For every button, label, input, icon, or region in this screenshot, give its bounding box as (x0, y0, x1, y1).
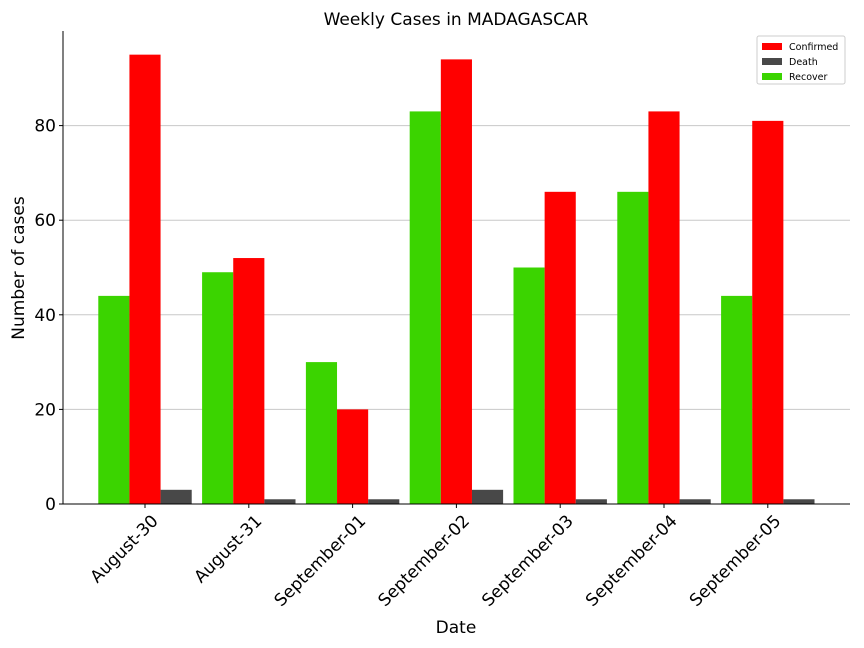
bar-death-4 (575, 499, 607, 504)
legend-swatch-confirmed (762, 43, 782, 50)
x-axis-label: Date (436, 618, 477, 638)
bar-confirmed-0 (129, 54, 161, 505)
y-tick-label-4: 80 (34, 117, 56, 137)
x-tick-label-0: August-30 (87, 511, 163, 587)
bar-confirmed-5 (648, 111, 680, 504)
bar-confirmed-4 (544, 191, 576, 504)
x-tick-label-5: September-04 (582, 511, 681, 610)
x-tick-label-1: August-31 (190, 511, 266, 587)
x-axis-ticks: August-30 August-31 September-01 September-… (87, 504, 785, 611)
bar-recover-2 (305, 362, 338, 504)
y-axis-label: Number of cases (9, 196, 29, 340)
bar-confirmed-2 (337, 409, 369, 504)
x-tick-label-4: September-03 (478, 511, 577, 610)
x-tick-label-2: September-01 (271, 511, 370, 610)
bar-recover-3 (409, 111, 441, 504)
legend-swatch-death (762, 58, 782, 65)
x-tick-label-3: September-02 (374, 511, 473, 610)
y-tick-label-2: 40 (34, 306, 56, 326)
legend-label-recover: Recover (789, 72, 828, 83)
legend: Confirmed Death Recover (756, 35, 846, 85)
bar-death-5 (679, 499, 711, 504)
bar-recover-5 (617, 191, 649, 504)
y-tick-label-0: 0 (45, 495, 56, 515)
chart-title: Weekly Cases in MADAGASCAR (324, 10, 589, 30)
bar-death-1 (264, 499, 296, 504)
y-axis-ticks: 0 20 40 60 80 (34, 117, 63, 515)
bar-confirmed-1 (233, 258, 265, 504)
bar-recover-0 (98, 295, 130, 504)
bar-death-2 (368, 499, 400, 504)
bar-recover-4 (513, 267, 545, 504)
bar-death-0 (160, 489, 192, 504)
legend-label-death: Death (789, 57, 818, 68)
legend-swatch-recover (762, 73, 782, 80)
bars (98, 54, 815, 505)
bar-confirmed-6 (752, 120, 784, 505)
y-tick-label-1: 20 (34, 400, 56, 420)
bar-confirmed-3 (440, 59, 472, 504)
bar-death-6 (783, 499, 815, 504)
y-tick-label-3: 60 (34, 211, 56, 231)
bar-recover-6 (721, 295, 753, 504)
x-tick-label-6: September-05 (686, 511, 785, 610)
legend-label-confirmed: Confirmed (789, 42, 838, 53)
bar-death-3 (471, 489, 504, 504)
bar-recover-1 (202, 272, 234, 504)
